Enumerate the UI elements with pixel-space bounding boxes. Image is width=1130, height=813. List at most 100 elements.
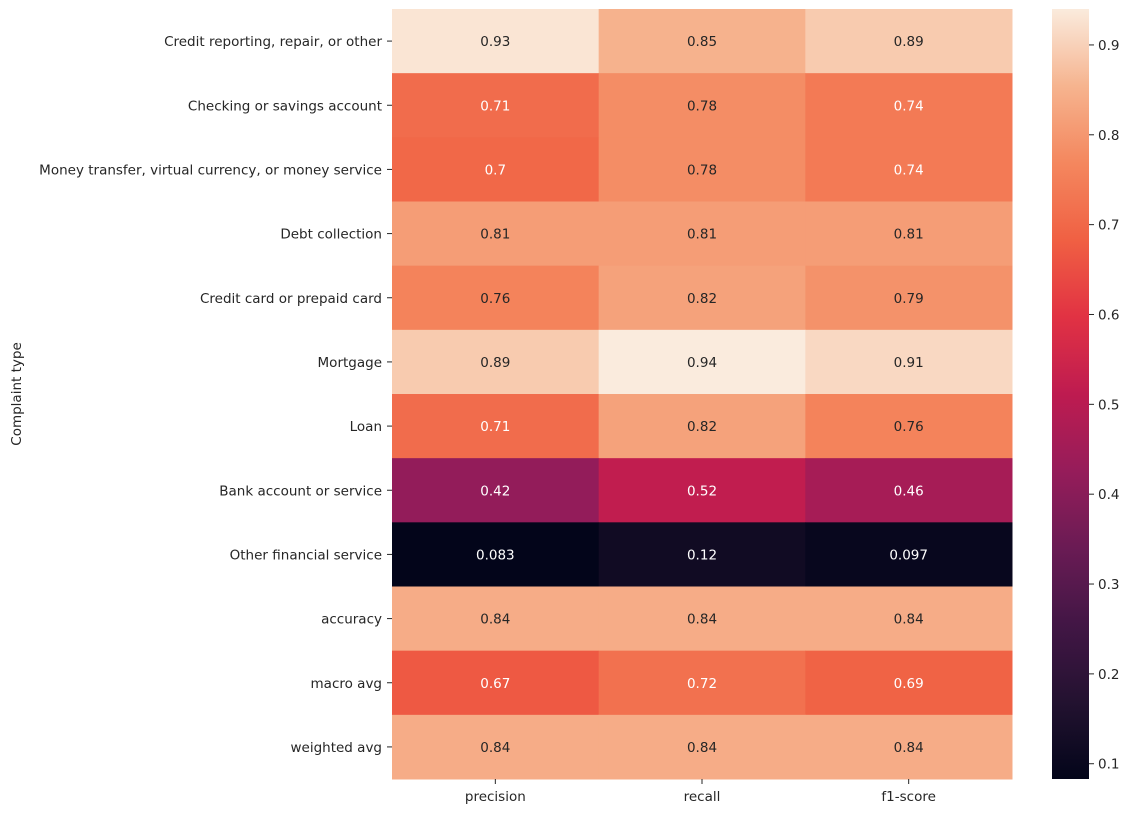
cell-value-label: 0.71 — [480, 419, 510, 435]
heatmap-cell — [598, 714, 806, 780]
y-axis-label: Complaint type — [9, 342, 25, 445]
heatmap-cell — [805, 73, 1013, 138]
cell-value-label: 0.89 — [480, 355, 510, 371]
heatmap-cell — [392, 650, 600, 716]
heatmap-cell — [805, 137, 1013, 202]
heatmap-cell — [805, 586, 1013, 652]
heatmap-cell — [805, 394, 1013, 459]
heatmap-cell — [598, 586, 806, 652]
x-tick-label: precision — [465, 789, 526, 805]
heatmap-cell — [598, 73, 806, 138]
heatmap-cell — [598, 9, 806, 74]
y-tick-label: Mortgage — [318, 355, 382, 371]
heatmap-cell — [805, 650, 1013, 716]
cell-value-label: 0.097 — [889, 547, 928, 563]
heatmap-cell — [392, 201, 600, 267]
colorbar-tick-label: 0.9 — [1098, 38, 1119, 54]
cell-value-label: 0.79 — [894, 291, 924, 307]
colorbar-tick-label: 0.7 — [1098, 218, 1119, 234]
cell-value-label: 0.93 — [480, 34, 510, 50]
heatmap-cell — [598, 394, 806, 459]
colorbar-tick-label: 0.5 — [1098, 397, 1119, 413]
x-tick-label: recall — [684, 789, 721, 805]
heatmap-cell — [805, 9, 1013, 74]
y-tick-label: macro avg — [311, 676, 382, 692]
colorbar-tick-label: 0.3 — [1098, 577, 1119, 593]
cell-value-label: 0.84 — [687, 740, 717, 756]
y-tick-label: Checking or savings account — [188, 98, 382, 114]
cell-value-label: 0.52 — [687, 483, 717, 499]
colorbar-tick-label: 0.1 — [1098, 757, 1119, 773]
heatmap-cell — [392, 329, 600, 395]
heatmap-cell — [392, 137, 600, 202]
colorbar-tick-label: 0.4 — [1098, 487, 1119, 503]
cell-value-label: 0.72 — [687, 676, 717, 692]
heatmap-cell — [392, 458, 600, 523]
cell-value-label: 0.84 — [687, 612, 717, 628]
heatmap-cell — [805, 329, 1013, 395]
cell-value-label: 0.7 — [485, 162, 506, 178]
y-tick-label: Bank account or service — [219, 483, 382, 499]
heatmap-cell — [598, 650, 806, 716]
heatmap-cell — [392, 586, 600, 652]
cell-value-label: 0.91 — [894, 355, 924, 371]
colorbar-tick-label: 0.8 — [1098, 128, 1119, 144]
heatmap-cell — [598, 137, 806, 202]
cell-value-label: 0.84 — [894, 612, 924, 628]
heatmap-cell — [805, 714, 1013, 780]
cell-value-label: 0.76 — [894, 419, 924, 435]
heatmap-cells — [392, 9, 1013, 780]
heatmap-cell — [598, 522, 806, 587]
cell-value-label: 0.74 — [894, 162, 924, 178]
y-tick-label: Other financial service — [230, 547, 382, 563]
cell-value-label: 0.71 — [480, 98, 510, 114]
cell-value-label: 0.74 — [894, 98, 924, 114]
heatmap-cell — [392, 73, 600, 138]
cell-value-label: 0.69 — [894, 676, 924, 692]
heatmap-cell — [598, 265, 806, 331]
cell-annotations: 0.93 0.85 0.89 0.71 0.78 0.74 0.7 0.78 0.74 0.81 0… — [476, 34, 928, 756]
cell-value-label: 0.84 — [894, 740, 924, 756]
cell-value-label: 0.81 — [894, 227, 924, 243]
colorbar-ticks: 0.1 0.2 0.3 0.4 0.5 0.6 0.7 0.8 0.9 — [1089, 38, 1119, 773]
cell-value-label: 0.85 — [687, 34, 717, 50]
cell-value-label: 0.89 — [894, 34, 924, 50]
cell-value-label: 0.84 — [480, 612, 510, 628]
cell-value-label: 0.82 — [687, 291, 717, 307]
heatmap-cell — [805, 201, 1013, 267]
cell-value-label: 0.94 — [687, 355, 717, 371]
y-tick-label: Loan — [350, 419, 382, 435]
cell-value-label: 0.42 — [480, 483, 510, 499]
cell-value-label: 0.82 — [687, 419, 717, 435]
heatmap-cell — [598, 201, 806, 267]
y-tick-label: accuracy — [321, 612, 382, 628]
heatmap-cell — [805, 265, 1013, 331]
colorbar — [1052, 9, 1089, 779]
cell-value-label: 0.78 — [687, 98, 717, 114]
heatmap-cell — [392, 265, 600, 331]
y-tick-label: Debt collection — [280, 227, 382, 243]
x-tick-label: f1-score — [881, 789, 936, 805]
y-tick-label: weighted avg — [290, 740, 382, 756]
heatmap-cell — [805, 522, 1013, 587]
cell-value-label: 0.67 — [480, 676, 510, 692]
cell-value-label: 0.81 — [480, 227, 510, 243]
heatmap-cell — [392, 714, 600, 780]
heatmap-cell — [392, 522, 600, 587]
colorbar-tick-label: 0.6 — [1098, 307, 1119, 323]
heatmap-cell — [392, 394, 600, 459]
cell-value-label: 0.84 — [480, 740, 510, 756]
heatmap-cell — [805, 458, 1013, 523]
cell-value-label: 0.12 — [687, 547, 717, 563]
cell-value-label: 0.78 — [687, 162, 717, 178]
y-tick-label: Credit reporting, repair, or other — [164, 34, 382, 50]
cell-value-label: 0.083 — [476, 547, 515, 563]
y-tick-label: Credit card or prepaid card — [200, 291, 382, 307]
colorbar-tick-label: 0.2 — [1098, 667, 1119, 683]
cell-value-label: 0.76 — [480, 291, 510, 307]
heatmap-cell — [598, 458, 806, 523]
heatmap-cell — [598, 329, 806, 395]
cell-value-label: 0.46 — [894, 483, 924, 499]
cell-value-label: 0.81 — [687, 227, 717, 243]
